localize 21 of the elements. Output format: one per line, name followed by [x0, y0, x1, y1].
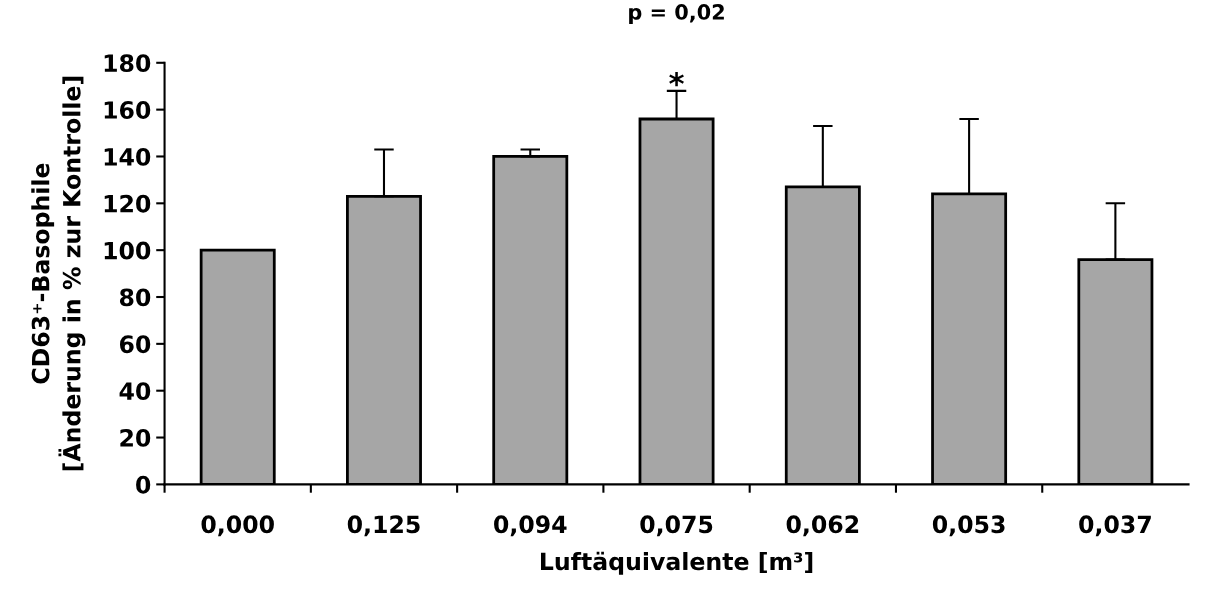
y-tick-label: 0	[136, 475, 151, 494]
y-tick-label: 60	[119, 335, 151, 354]
y-tick-label: 40	[119, 382, 151, 400]
y-tick-label: 140	[104, 147, 151, 166]
y-axis-title: CD63⁺-Basophile [Änderung in % zur Kontrolle]	[31, 76, 86, 471]
x-tick-label: 0,094	[494, 515, 567, 537]
annotation: *	[669, 71, 684, 87]
x-tick-label: 0,053	[932, 515, 1005, 537]
x-axis-title: Luftäquivalente [m³]	[541, 551, 813, 575]
x-tick-label: 0,075	[640, 515, 713, 537]
x-tick-label: 0,125	[347, 515, 420, 537]
y-tick-label: 80	[119, 288, 151, 307]
y-tick-label: 20	[120, 428, 151, 447]
y-tick-label: 180	[104, 54, 151, 73]
y-tick-label: 160	[104, 101, 151, 119]
y-tick-label: 100	[104, 241, 151, 260]
text: p = 0,02	[629, 4, 724, 24]
x-tick-label: 0,037	[1079, 515, 1151, 537]
y-tick-label: 120	[104, 194, 151, 213]
x-tick-label: 0,062	[786, 515, 859, 537]
x-tick-label: 0,000	[201, 515, 274, 537]
